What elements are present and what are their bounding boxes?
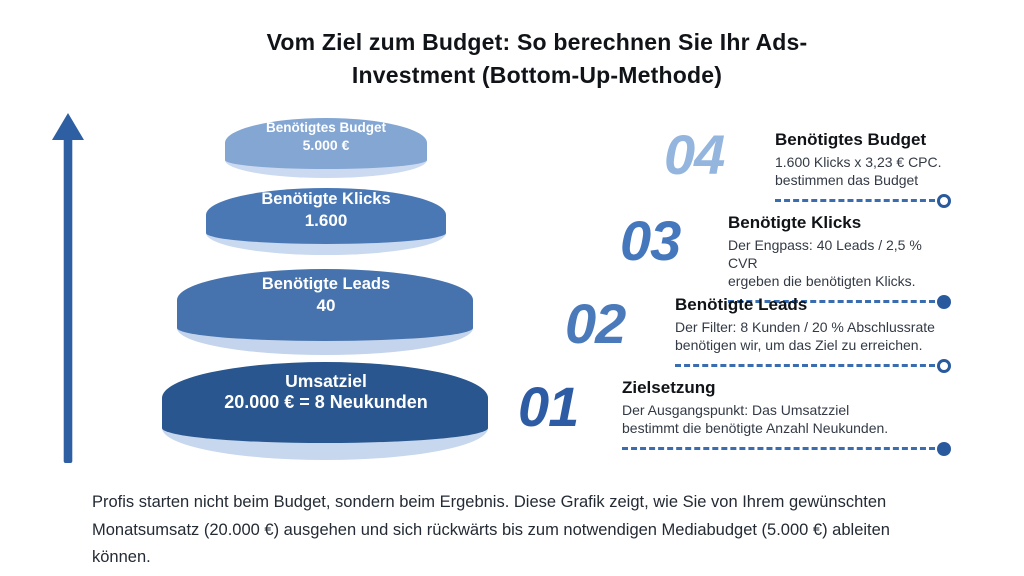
step-02-dashed-line <box>675 364 935 367</box>
step-03-connector <box>728 294 951 309</box>
step-01-block: Zielsetzung Der Ausgangspunkt: Das Umsat… <box>622 378 951 456</box>
step-02-heading: Benötigte Leads <box>675 295 808 314</box>
step-01-number: 01 <box>518 375 579 438</box>
funnel-level-3-value: 1.600 <box>304 211 348 230</box>
up-arrow-head <box>52 113 84 140</box>
funnel-level-3-band <box>206 188 446 244</box>
funnel-level-3-label: Benötigte Klicks <box>261 190 391 208</box>
step-01-endpoint-icon <box>937 441 951 456</box>
title-line-1: Vom Ziel zum Budget: So berechnen Sie Ih… <box>266 29 808 55</box>
step-04-number: 04 <box>664 123 725 186</box>
funnel-level-4-band <box>225 118 427 169</box>
step-04-connector <box>775 193 951 208</box>
step-03-line-1: Der Engpass: 40 Leads / 2,5 % CVR <box>728 237 922 271</box>
step-03-line-2: ergeben die benötigten Klicks. <box>728 273 916 289</box>
up-arrow-shaft <box>63 138 73 463</box>
footer-paragraph: Profis starten nicht beim Budget, sonder… <box>92 489 992 572</box>
step-02-number: 02 <box>565 292 626 355</box>
page-title: Vom Ziel zum Budget: So berechnen Sie Ih… <box>50 26 1024 92</box>
step-02-line-2: benötigen wir, um das Ziel zu erreichen. <box>675 337 923 353</box>
step-01-line-1: Der Ausgangspunkt: Das Umsatzziel <box>622 402 850 418</box>
funnel-level-2-value: 40 <box>316 296 336 315</box>
footer-line-2: Monatsumsatz (20.000 €) ausgehen und sic… <box>92 520 890 539</box>
footer-line-3: können. <box>92 548 151 566</box>
step-01-connector <box>622 441 951 456</box>
funnel-level-1-band <box>162 362 488 443</box>
step-01-line-2: bestimmt die benötigte Anzahl Neukunden. <box>622 420 889 436</box>
step-02-endpoint-icon <box>937 358 951 373</box>
step-03-number: 03 <box>620 209 681 272</box>
funnel-level-4-label: Benötigtes Budget <box>266 120 386 135</box>
step-03-endpoint-icon <box>937 294 951 309</box>
step-02-line-1: Der Filter: 8 Kunden / 20 % Abschlussrat… <box>675 319 935 335</box>
step-01-heading: Zielsetzung <box>622 378 716 397</box>
title-line-2: Investment (Bottom-Up-Methode) <box>351 62 723 88</box>
step-04-dashed-line <box>775 199 935 202</box>
step-04-heading: Benötigtes Budget <box>775 130 927 149</box>
funnel-level-2-band <box>177 269 473 341</box>
step-03-block: Benötigte Klicks Der Engpass: 40 Leads /… <box>728 213 951 309</box>
step-04-block: Benötigtes Budget 1.600 Klicks x 3,23 € … <box>775 130 951 208</box>
up-arrow-icon <box>51 111 85 463</box>
step-03-heading: Benötigte Klicks <box>728 213 862 232</box>
step-02-connector <box>675 358 951 373</box>
step-04-line-1: 1.600 Klicks x 3,23 € CPC. <box>775 154 942 170</box>
step-01-dashed-line <box>622 447 935 450</box>
footer-line-1: Profis starten nicht beim Budget, sonder… <box>92 493 887 511</box>
funnel-level-1-value: 20.000 € = 8 Neukunden <box>224 392 428 412</box>
step-02-block: Benötigte Leads Der Filter: 8 Kunden / 2… <box>675 295 951 373</box>
funnel-level-4-value: 5.000 € <box>302 137 350 153</box>
step-04-endpoint-icon <box>937 193 951 208</box>
funnel-level-1-label: Umsatziel <box>285 371 367 391</box>
step-03-dashed-line <box>728 300 935 303</box>
funnel-level-2-label: Benötigte Leads <box>261 275 391 293</box>
step-04-line-2: bestimmen das Budget <box>775 172 919 188</box>
